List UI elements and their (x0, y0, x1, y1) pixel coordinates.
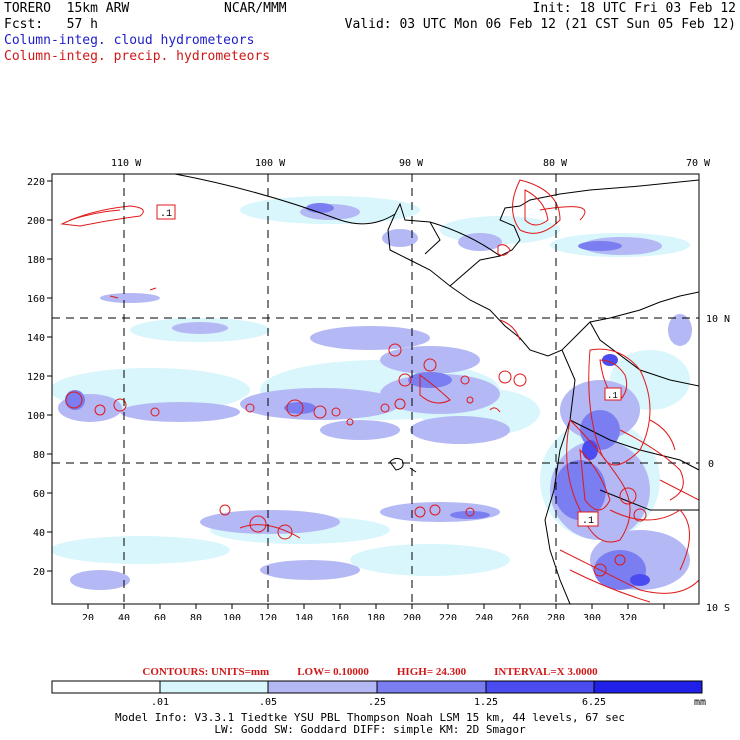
lon-label: 70 W (686, 158, 711, 169)
lat-labels: 10 N 0 10 S (706, 314, 730, 614)
cloud-field-label: Column-integ. cloud hydrometeors (4, 33, 255, 48)
model-title: TORERO 15km ARW (4, 1, 130, 16)
lat-label: 0 (708, 459, 714, 470)
weather-map: .1 .1 .1 110 W 100 W 90 W (27, 158, 730, 620)
scale-swatch (485, 680, 595, 694)
y-tick-label: 160 (27, 294, 45, 305)
org-label: NCAR/MMM (224, 1, 287, 16)
x-tick-label: 180 (367, 613, 385, 620)
model-info-line: Model Info: V3.3.1 Tiedtke YSU PBL Thomp… (115, 711, 625, 724)
x-tick-label: 160 (331, 613, 349, 620)
x-tick-label: 220 (439, 613, 457, 620)
valid-time: Valid: 03 UTC Mon 06 Feb 12 (21 CST Sun … (344, 17, 736, 32)
coastline-layer (174, 174, 699, 604)
y-tick-label: 20 (33, 567, 45, 578)
x-tick-label: 200 (403, 613, 421, 620)
x-tick-labels: 20 40 60 80 100 120 140 160 180 200 220 … (82, 613, 637, 620)
x-tick-label: 320 (619, 613, 637, 620)
physics-info-line: LW: Godd SW: Goddard DIFF: simple KM: 2D… (214, 723, 526, 736)
x-tick-label: 120 (259, 613, 277, 620)
contour-units: CONTOURS: UNITS=mm (142, 666, 270, 678)
y-tick-label: 200 (27, 216, 45, 227)
lon-label: 80 W (543, 158, 568, 169)
scale-swatch (267, 680, 378, 694)
cloud-fill-layer (52, 196, 692, 590)
precip-contour-layer (60, 179, 699, 603)
contour-label: .1 (607, 391, 618, 401)
y-tick-label: 180 (27, 255, 45, 266)
precip-field-label: Column-integ. precip. hydrometeors (4, 49, 271, 64)
y-tick-label: 100 (27, 411, 45, 422)
x-tick-label: 240 (475, 613, 493, 620)
x-tick-label: 20 (82, 613, 94, 620)
y-tick-label: 80 (33, 450, 45, 461)
axis-ticks (47, 180, 665, 609)
scale-swatch (159, 680, 269, 694)
contour-interval: INTERVAL=X 3.0000 (494, 666, 598, 678)
lat-label: 10 N (706, 314, 730, 325)
scale-units: mm (694, 697, 706, 708)
x-tick-label: 80 (190, 613, 202, 620)
x-tick-label: 60 (154, 613, 166, 620)
scale-label: .05 (259, 697, 277, 708)
init-time: Init: 18 UTC Fri 03 Feb 12 (532, 1, 737, 16)
x-tick-label: 280 (547, 613, 565, 620)
color-scale-bar: .01 .05 .25 1.25 6.25 mm (51, 680, 706, 708)
y-tick-label: 40 (33, 528, 45, 539)
contour-low: LOW= 0.10000 (297, 666, 369, 678)
scale-label: .25 (368, 697, 386, 708)
contour-info: CONTOURS: UNITS=mm LOW= 0.10000 HIGH= 24.3… (0, 666, 740, 678)
lat-lon-grid (52, 174, 699, 604)
x-tick-label: 140 (295, 613, 313, 620)
forecast-hour: Fcst: 57 h (4, 17, 98, 32)
y-tick-label: 140 (27, 333, 45, 344)
scale-swatch (593, 680, 703, 694)
y-tick-label: 120 (27, 372, 45, 383)
scale-label: 6.25 (582, 697, 606, 708)
contour-labels: .1 .1 .1 (156, 204, 622, 527)
lon-label: 100 W (255, 158, 286, 169)
lon-labels: 110 W 100 W 90 W 80 W 70 W (111, 158, 711, 169)
x-tick-label: 100 (223, 613, 241, 620)
y-tick-label: 60 (33, 489, 45, 500)
y-tick-label: 220 (27, 177, 45, 188)
lon-label: 90 W (399, 158, 424, 169)
x-tick-label: 260 (511, 613, 529, 620)
x-tick-label: 300 (583, 613, 601, 620)
scale-swatch (376, 680, 487, 694)
x-tick-label: 40 (118, 613, 130, 620)
scale-label: .01 (151, 697, 169, 708)
lat-label: 10 S (706, 603, 730, 614)
contour-label: .1 (160, 209, 172, 220)
contour-high: HIGH= 24.300 (396, 666, 467, 678)
lon-label: 110 W (111, 158, 142, 169)
contour-label: .1 (582, 516, 594, 527)
y-tick-labels: 220 200 180 160 140 120 100 80 60 40 20 (27, 177, 45, 578)
scale-label: 1.25 (474, 697, 498, 708)
scale-swatch (51, 680, 161, 694)
